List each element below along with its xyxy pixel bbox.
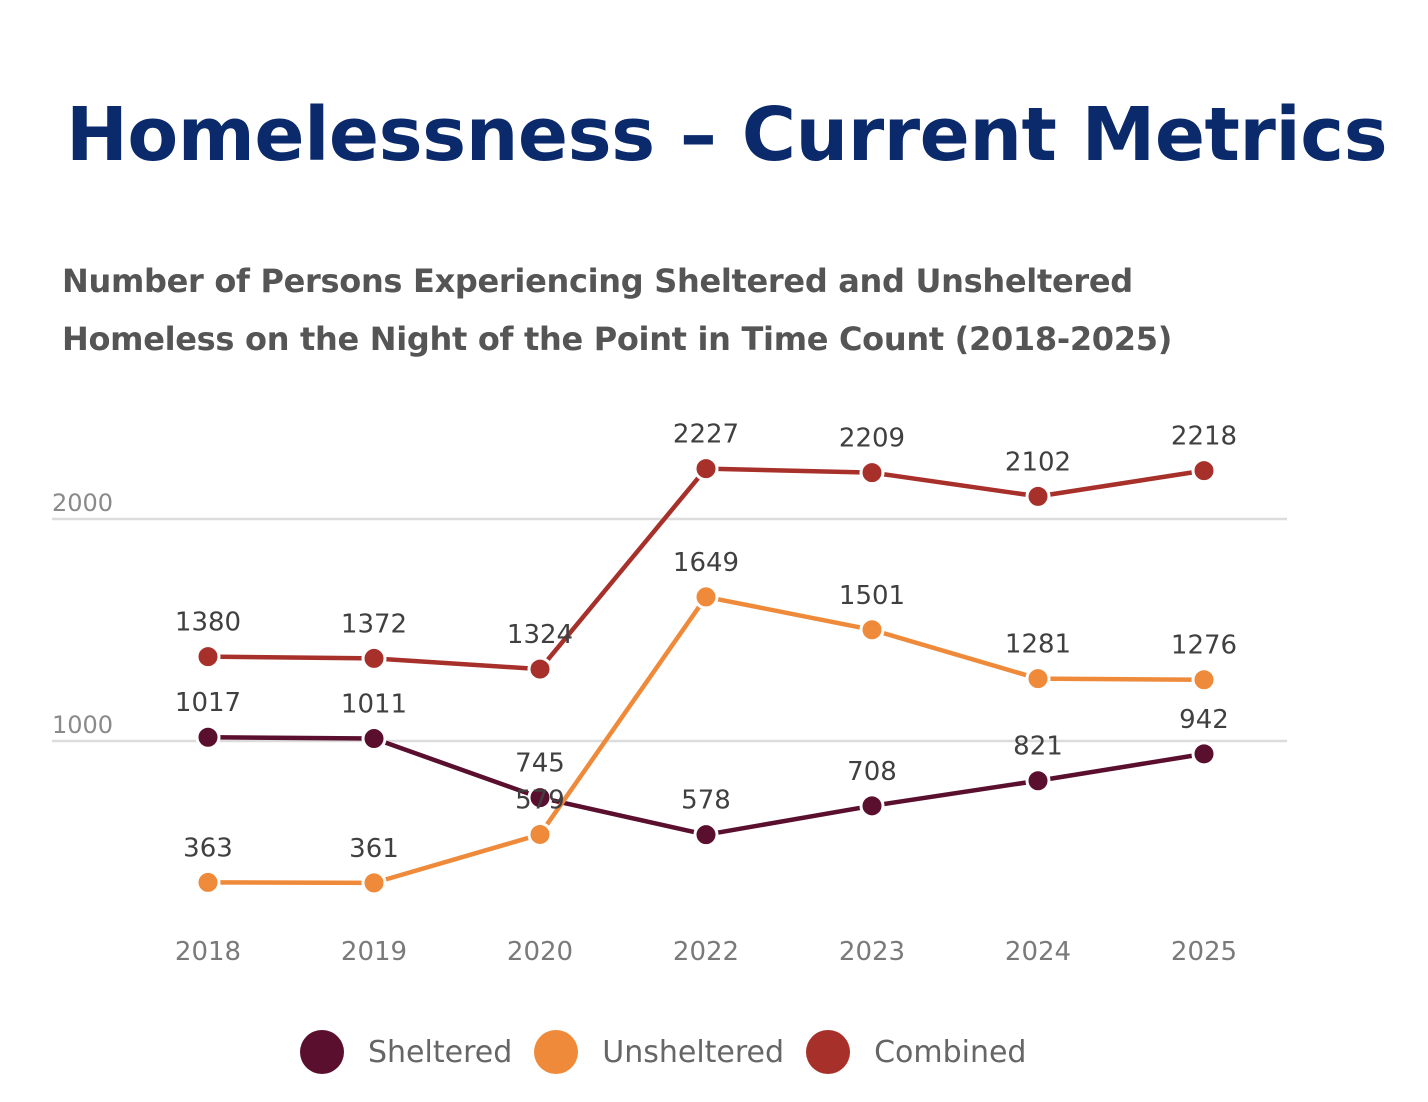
page-title: Homelessness – Current Metrics	[66, 92, 1388, 178]
chart-title-line-2: Homeless on the Night of the Point in Ti…	[62, 320, 1173, 358]
data-label-combined-2019: 1372	[341, 609, 407, 639]
data-point-combined-2023[interactable]	[859, 460, 885, 486]
data-label-sheltered-2023: 708	[847, 757, 897, 787]
x-tick-label-2020: 2020	[507, 937, 573, 967]
data-point-unsheltered-2018[interactable]	[195, 869, 221, 895]
legend: Sheltered Unsheltered Combined	[300, 1030, 1048, 1074]
legend-label-combined: Combined	[874, 1034, 1027, 1070]
data-label-unsheltered-2025: 1276	[1171, 631, 1237, 661]
legend-swatch-combined	[806, 1030, 851, 1074]
data-point-unsheltered-2022[interactable]	[693, 584, 719, 610]
legend-item-combined[interactable]: Combined	[806, 1030, 1026, 1074]
legend-swatch-unsheltered	[534, 1030, 579, 1074]
data-label-unsheltered-2022: 1649	[673, 548, 739, 578]
x-tick-label-2022: 2022	[673, 937, 739, 967]
data-label-sheltered-2024: 821	[1013, 732, 1063, 762]
data-point-combined-2018[interactable]	[195, 644, 221, 670]
data-point-combined-2019[interactable]	[361, 645, 387, 671]
data-label-sheltered-2020: 745	[515, 749, 565, 779]
data-label-unsheltered-2024: 1281	[1005, 630, 1071, 660]
data-point-sheltered-2019[interactable]	[361, 726, 387, 752]
chart-title-line-1: Number of Persons Experiencing Sheltered…	[62, 262, 1133, 300]
data-label-unsheltered-2023: 1501	[839, 581, 905, 611]
x-tick-label-2018: 2018	[175, 937, 241, 967]
data-label-combined-2018: 1380	[175, 608, 241, 638]
y-tick-label-2000: 2000	[52, 489, 113, 517]
data-label-unsheltered-2018: 363	[183, 833, 233, 863]
x-tick-label-2025: 2025	[1171, 937, 1237, 967]
data-label-combined-2020: 1324	[507, 620, 573, 650]
data-label-combined-2025: 2218	[1171, 422, 1237, 452]
data-point-sheltered-2025[interactable]	[1191, 741, 1217, 767]
data-point-unsheltered-2023[interactable]	[859, 617, 885, 643]
data-point-unsheltered-2020[interactable]	[527, 821, 553, 847]
data-point-sheltered-2023[interactable]	[859, 793, 885, 819]
legend-label-unsheltered: Unsheltered	[602, 1034, 785, 1070]
chart-title: Number of Persons Experiencing Sheltered…	[62, 252, 1172, 368]
data-label-unsheltered-2019: 361	[349, 834, 399, 864]
data-point-unsheltered-2025[interactable]	[1191, 667, 1217, 693]
data-point-sheltered-2018[interactable]	[195, 724, 221, 750]
legend-item-sheltered[interactable]: Sheltered	[300, 1030, 512, 1074]
data-label-sheltered-2025: 942	[1179, 705, 1229, 735]
data-point-combined-2020[interactable]	[527, 656, 553, 682]
x-tick-label-2024: 2024	[1005, 937, 1071, 967]
data-point-unsheltered-2019[interactable]	[361, 870, 387, 896]
data-point-sheltered-2020[interactable]	[527, 785, 553, 811]
data-label-combined-2022: 2227	[673, 420, 739, 450]
legend-item-unsheltered[interactable]: Unsheltered	[534, 1030, 784, 1074]
x-tick-label-2023: 2023	[839, 937, 905, 967]
legend-swatch-sheltered	[300, 1030, 344, 1074]
data-point-unsheltered-2024[interactable]	[1025, 666, 1051, 692]
data-label-sheltered-2019: 1011	[341, 690, 407, 720]
legend-label-sheltered: Sheltered	[368, 1034, 513, 1070]
data-point-combined-2024[interactable]	[1025, 483, 1051, 509]
data-label-sheltered-2018: 1017	[175, 688, 241, 718]
data-label-combined-2024: 2102	[1005, 447, 1071, 477]
y-tick-label-1000: 1000	[52, 711, 113, 739]
x-tick-label-2019: 2019	[341, 937, 407, 967]
data-point-combined-2025[interactable]	[1191, 458, 1217, 484]
data-point-sheltered-2022[interactable]	[693, 822, 719, 848]
data-point-sheltered-2024[interactable]	[1025, 768, 1051, 794]
data-label-unsheltered-2020: 579	[515, 785, 565, 815]
data-point-combined-2022[interactable]	[693, 456, 719, 482]
data-label-combined-2023: 2209	[839, 424, 905, 454]
data-label-sheltered-2022: 578	[681, 786, 731, 816]
